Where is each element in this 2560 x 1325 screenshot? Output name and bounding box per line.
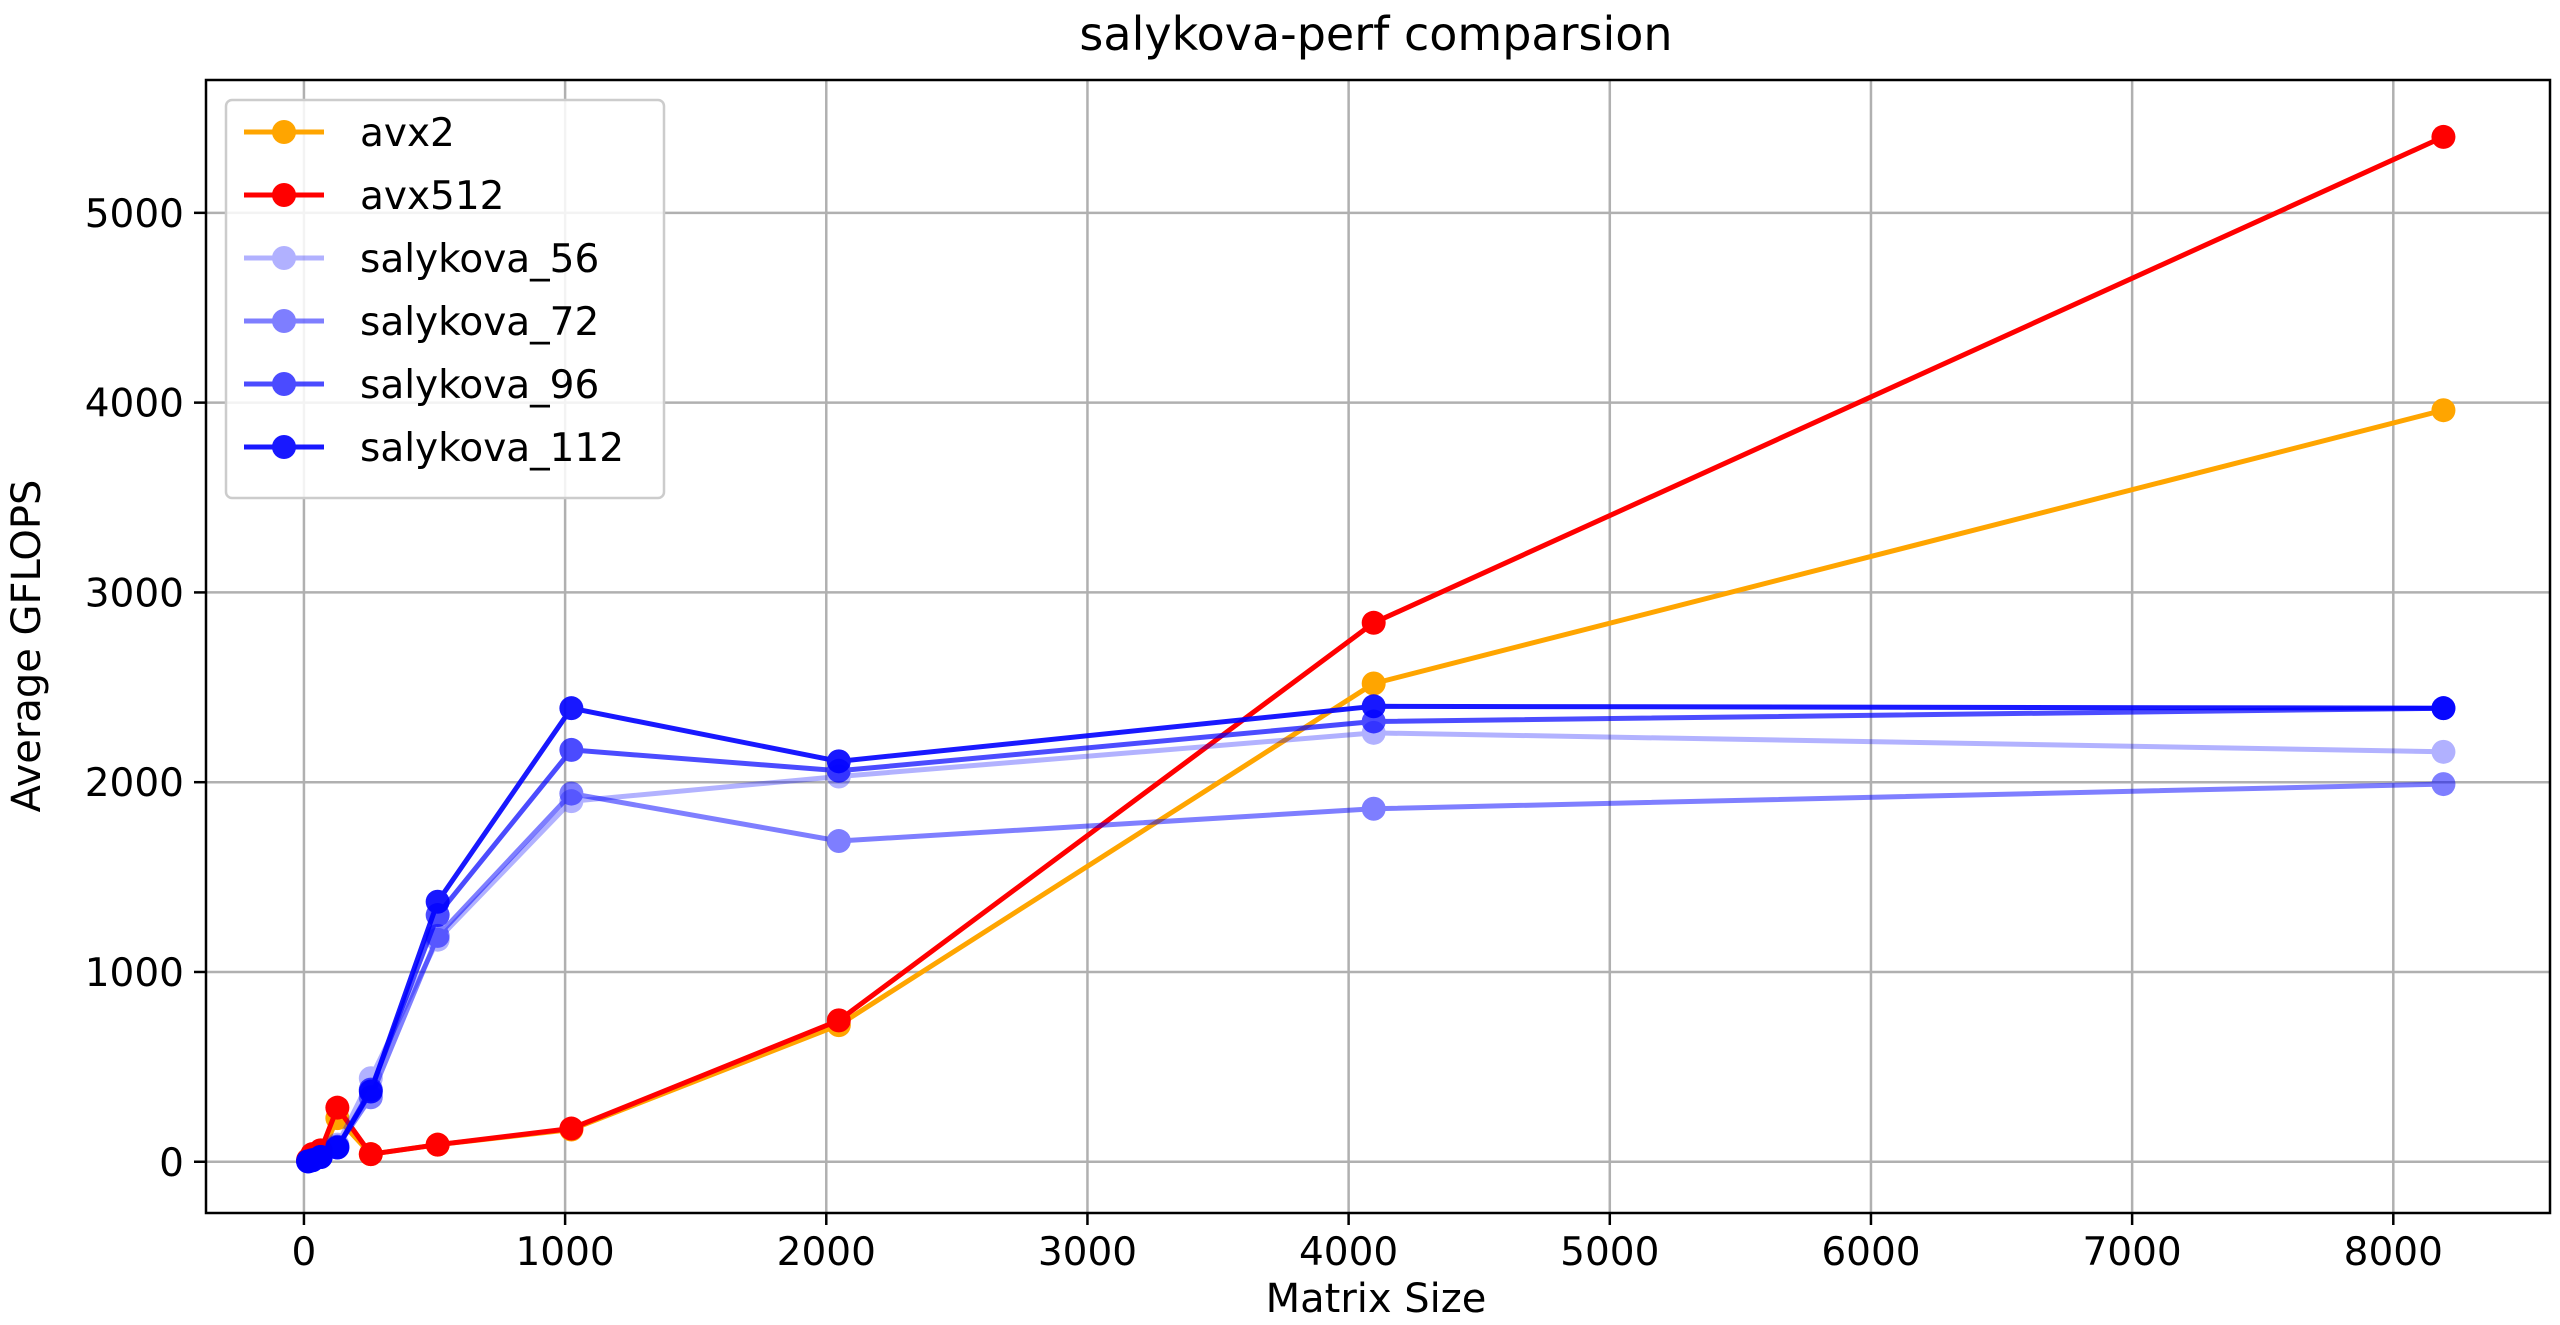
data-point-avx2 [1361,671,1386,696]
data-point-salykova-56 [2431,739,2456,764]
data-point-salykova-72 [2431,772,2456,797]
data-point-salykova-112 [325,1135,350,1160]
legend-label-salykova-112: salykova_112 [360,426,624,471]
y-tick-label: 5000 [85,192,184,237]
data-point-avx512 [2431,124,2456,149]
x-axis-label: Matrix Size [1266,1276,1487,1322]
data-point-salykova-112 [826,749,851,774]
plot-frame [204,78,2552,1215]
legend-swatch-marker [272,309,296,333]
data-point-salykova-112 [1361,694,1386,719]
series-layer [296,124,2456,1174]
y-tick-label: 2000 [85,761,184,806]
data-point-salykova-72 [1361,796,1386,821]
x-tick-label: 5000 [1560,1230,1659,1275]
legend-swatch-avx2 [244,120,324,144]
data-point-salykova-112 [425,889,450,914]
legend-swatch-salykova-72 [244,309,324,333]
x-tick-label: 4000 [1299,1230,1398,1275]
series-salykova-112 [296,694,2456,1174]
legend-swatch-marker [272,372,296,396]
data-point-salykova-72 [559,781,584,806]
legend-swatch-marker [272,120,296,144]
legend-label-salykova-72: salykova_72 [360,300,599,345]
legend-swatch-salykova-96 [244,372,324,396]
data-point-salykova-112 [2431,696,2456,721]
y-tick-label: 3000 [85,571,184,616]
x-tick-label: 0 [292,1230,317,1275]
legend-label-salykova-96: salykova_96 [360,363,599,408]
data-point-avx512 [1361,610,1386,635]
data-point-avx2 [2431,398,2456,423]
legend: avx2 avx512 salykova_56 salykova_72 salykova… [224,98,666,500]
x-tick-label: 6000 [1821,1230,1920,1275]
legend-entry-salykova-72: salykova_72 [244,300,599,345]
data-point-avx512 [559,1116,584,1141]
x-tick-label: 7000 [2082,1230,2181,1275]
x-ticks: 0 1000 2000 3000 4000 5000 6000 7000 8000 [292,1213,2443,1275]
legend-swatch-salykova-112 [244,435,324,459]
legend-label-avx2: avx2 [360,111,455,156]
data-point-salykova-112 [358,1079,383,1104]
data-point-salykova-96 [559,737,584,762]
y-ticks: 0 1000 2000 3000 4000 5000 [85,192,206,1186]
y-tick-label: 0 [159,1141,184,1186]
legend-frame [224,98,666,500]
data-point-avx512 [358,1142,383,1167]
legend-entry-salykova-56: salykova_56 [244,237,599,282]
y-axis-label: Average GFLOPS [4,480,50,813]
x-tick-label: 1000 [515,1230,614,1275]
legend-swatch-salykova-56 [244,246,324,270]
chart-title: salykova-perf comparsion [1079,7,1672,61]
legend-label-salykova-56: salykova_56 [360,237,599,282]
legend-label-avx512: avx512 [360,174,505,219]
y-tick-label: 4000 [85,382,184,427]
legend-swatch-avx512 [244,183,324,207]
legend-swatch-marker [272,435,296,459]
grid [206,80,2550,1213]
x-tick-label: 3000 [1038,1230,1137,1275]
legend-entry-avx512: avx512 [244,174,505,219]
y-tick-label: 1000 [85,951,184,996]
data-point-avx512 [826,1008,851,1033]
legend-swatch-marker [272,183,296,207]
data-point-salykova-112 [559,696,584,721]
legend-entry-salykova-96: salykova_96 [244,363,599,408]
legend-entry-avx2: avx2 [244,111,455,156]
x-tick-label: 8000 [2344,1230,2443,1275]
data-point-salykova-72 [826,829,851,854]
data-point-avx512 [325,1095,350,1120]
data-point-avx512 [425,1132,450,1157]
x-tick-label: 2000 [777,1230,876,1275]
legend-swatch-marker [272,246,296,270]
legend-entry-salykova-112: salykova_112 [244,426,624,471]
